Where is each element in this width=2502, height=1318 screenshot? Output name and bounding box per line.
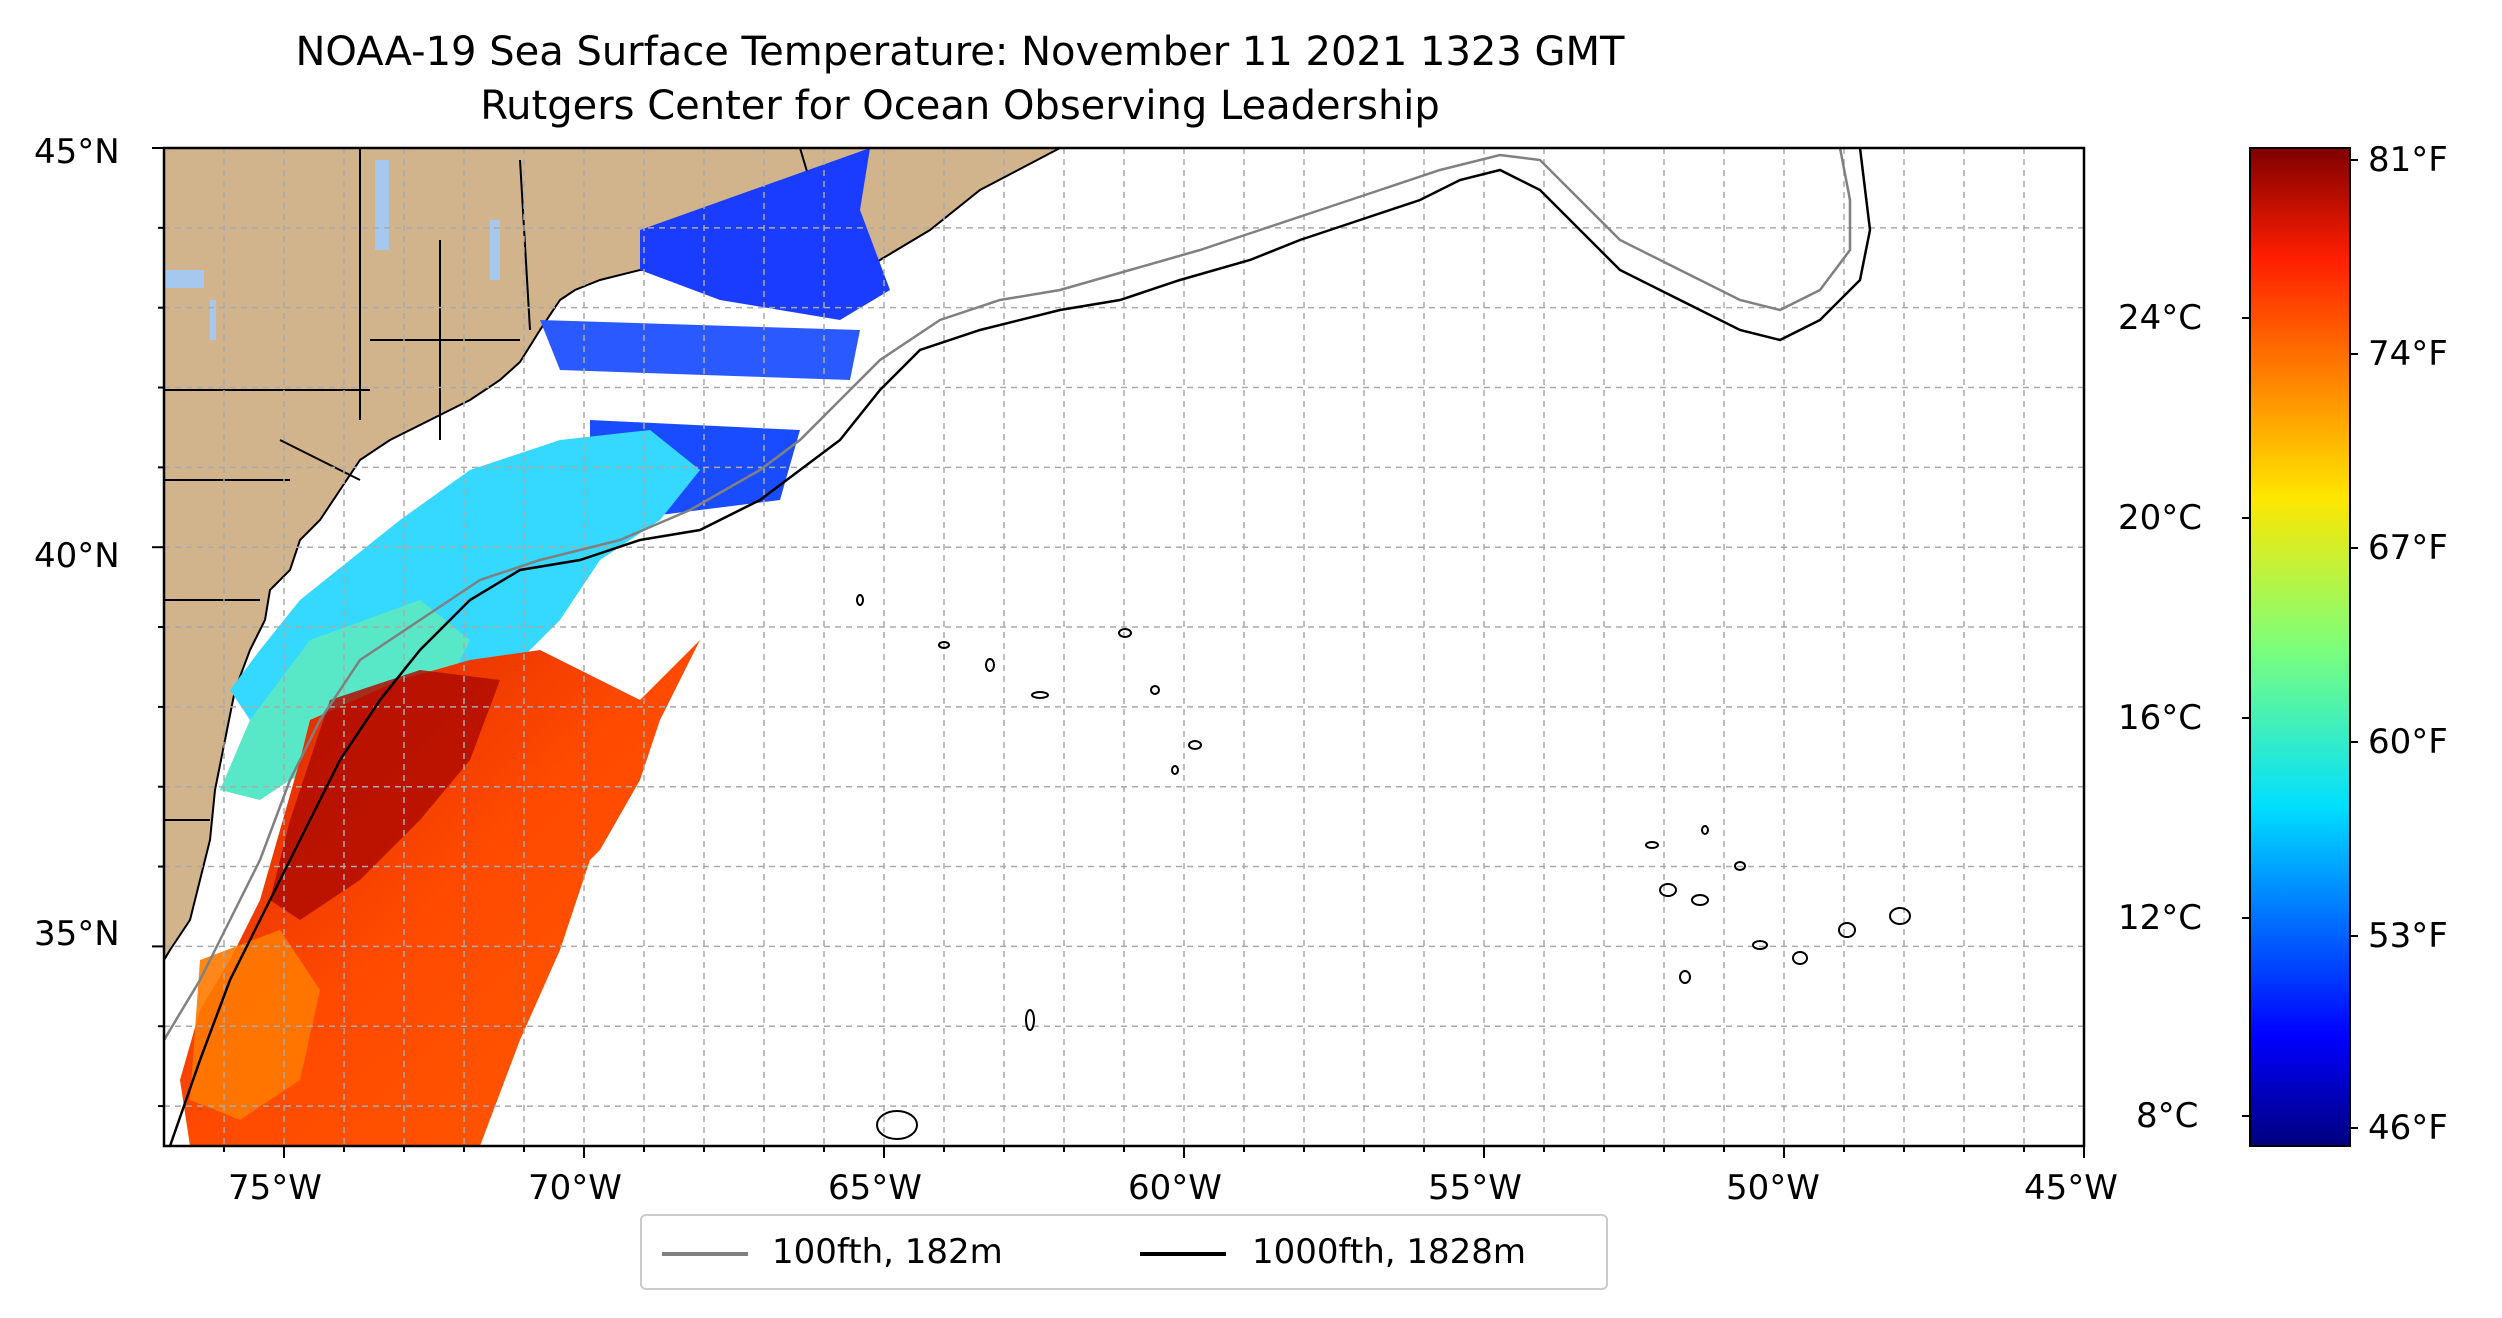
axis-ticks bbox=[152, 147, 2085, 1158]
legend-label-100fth: 100fth, 182m bbox=[772, 1232, 1003, 1272]
lon-tick-label: 55°W bbox=[1428, 1168, 1522, 1208]
legend-label-1000fth: 1000fth, 1828m bbox=[1252, 1232, 1527, 1272]
lon-tick-label: 75°W bbox=[228, 1168, 322, 1208]
isobath-100fth bbox=[164, 148, 1852, 1041]
colorbar-celsius-label: 16°C bbox=[2118, 698, 2203, 738]
colorbar-celsius-label: 20°C bbox=[2118, 498, 2203, 538]
colorbar-fahrenheit-label: 53°F bbox=[2368, 916, 2448, 956]
lat-tick-label: 35°N bbox=[34, 914, 120, 954]
sst-cold-band-1 bbox=[640, 148, 890, 320]
chart-title: NOAA-19 Sea Surface Temperature: Novembe… bbox=[295, 29, 1625, 75]
colorbar-ticks bbox=[2242, 159, 2358, 1129]
lon-tick-label: 45°W bbox=[2024, 1168, 2118, 1208]
lon-tick-label: 60°W bbox=[1128, 1168, 1222, 1208]
lat-tick-label: 40°N bbox=[34, 536, 120, 576]
map-grid bbox=[164, 148, 2084, 1146]
lat-tick-label: 45°N bbox=[34, 132, 120, 172]
sst-gulf-stream-core bbox=[270, 670, 500, 920]
isobath-1000fth bbox=[168, 148, 1872, 1146]
state-borders bbox=[164, 148, 531, 821]
colorbar-fahrenheit-label: 81°F bbox=[2368, 140, 2448, 180]
legend-swatch-100fth bbox=[662, 1252, 748, 1256]
legend: 100fth, 182m 1000fth, 1828m bbox=[640, 1214, 1608, 1290]
colorbar bbox=[2249, 147, 2351, 1147]
map-content bbox=[164, 148, 2084, 1146]
lon-tick-label: 50°W bbox=[1726, 1168, 1820, 1208]
colorbar-fahrenheit-label: 46°F bbox=[2368, 1108, 2448, 1148]
colorbar-celsius-label: 12°C bbox=[2118, 898, 2203, 938]
colorbar-fahrenheit-label: 60°F bbox=[2368, 722, 2448, 762]
seamounts bbox=[856, 594, 1911, 1140]
colorbar-celsius-label: 8°C bbox=[2136, 1096, 2199, 1136]
sst-cold-band-2 bbox=[540, 320, 860, 380]
lon-tick-label: 65°W bbox=[828, 1168, 922, 1208]
sst-warm-eddy bbox=[190, 930, 320, 1120]
legend-swatch-1000fth bbox=[1140, 1252, 1226, 1256]
lon-tick-label: 70°W bbox=[528, 1168, 622, 1208]
colorbar-celsius-label: 24°C bbox=[2118, 298, 2203, 338]
colorbar-fahrenheit-label: 74°F bbox=[2368, 334, 2448, 374]
chart-subtitle: Rutgers Center for Ocean Observing Leade… bbox=[480, 83, 1440, 129]
colorbar-fahrenheit-label: 67°F bbox=[2368, 528, 2448, 568]
